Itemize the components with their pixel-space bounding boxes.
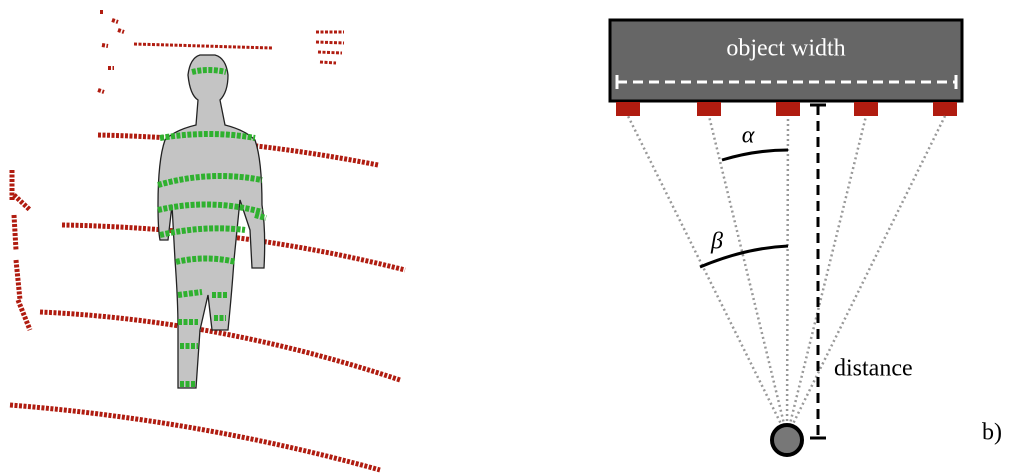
beam	[709, 116, 787, 436]
hit-point	[697, 102, 721, 116]
page: a) object width α β	[0, 0, 1013, 473]
distance-label: distance	[834, 356, 913, 382]
alpha-label: α	[742, 123, 755, 149]
scan-line	[316, 32, 344, 63]
scan-line	[12, 170, 30, 330]
sensor	[772, 425, 802, 455]
hit-point	[933, 102, 957, 116]
scan-line	[176, 259, 236, 263]
alpha-arc	[722, 150, 788, 160]
panel-label: a)	[396, 420, 415, 446]
beam	[787, 116, 945, 436]
hit-point	[854, 102, 878, 116]
figure: a) object width α β	[0, 0, 1013, 473]
object-width-label: object width	[726, 36, 845, 62]
scan-line	[10, 405, 380, 470]
beam	[787, 116, 866, 436]
sensor-geometry-panel: object width α β	[610, 20, 1002, 455]
human-silhouette	[158, 55, 265, 388]
hit-point	[616, 102, 640, 116]
beam	[787, 116, 788, 436]
panel-label: b)	[982, 420, 1002, 446]
distance-dimension	[810, 105, 826, 438]
beam-hits	[616, 102, 957, 116]
point-cloud-panel: a)	[10, 12, 415, 470]
beams	[628, 116, 945, 436]
scan-line	[98, 12, 124, 92]
scan-line	[134, 44, 272, 48]
hit-point	[776, 102, 800, 116]
beam	[628, 116, 787, 436]
beta-label: β	[710, 229, 723, 255]
